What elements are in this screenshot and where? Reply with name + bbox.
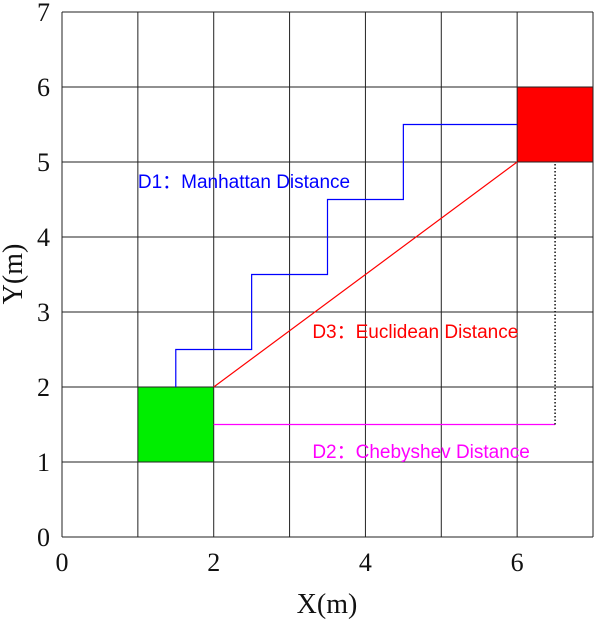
x-axis-label: X(m) bbox=[297, 589, 358, 620]
y-axis-label: Y(m) bbox=[0, 244, 29, 305]
x-tick-label: 6 bbox=[511, 548, 524, 577]
y-tick-label: 2 bbox=[37, 373, 50, 402]
annotation-label: D3：Euclidean Distance bbox=[312, 322, 518, 343]
x-tick-label: 2 bbox=[207, 548, 220, 577]
y-tick-label: 5 bbox=[37, 148, 50, 177]
y-tick-label: 0 bbox=[37, 523, 50, 552]
annotation-label: D1：Manhattan Distance bbox=[138, 172, 350, 193]
y-tick-label: 6 bbox=[37, 73, 50, 102]
grid-cell-1 bbox=[517, 87, 593, 162]
x-tick-label: 4 bbox=[359, 548, 372, 577]
series-line-1 bbox=[213, 161, 518, 388]
y-tick-label: 7 bbox=[37, 0, 50, 27]
grid-layer bbox=[61, 11, 594, 538]
x-tick-label: 0 bbox=[56, 548, 69, 577]
annotations: D1：Manhattan Distance D3：Euclidean Distan… bbox=[138, 172, 530, 463]
y-tick-label: 1 bbox=[37, 448, 50, 477]
y-tick-label: 4 bbox=[37, 223, 50, 252]
y-tick-labels: 0 1 2 3 4 5 6 7 bbox=[37, 0, 50, 552]
series-layer bbox=[175, 123, 556, 426]
annotation-label: D2：Chebyshev Distance bbox=[312, 442, 530, 463]
grid-cell-0 bbox=[137, 387, 214, 462]
cells-layer bbox=[137, 87, 593, 462]
x-tick-labels: 0 2 4 6 bbox=[56, 548, 524, 577]
series-line-0 bbox=[175, 123, 518, 387]
y-tick-label: 3 bbox=[37, 298, 50, 327]
